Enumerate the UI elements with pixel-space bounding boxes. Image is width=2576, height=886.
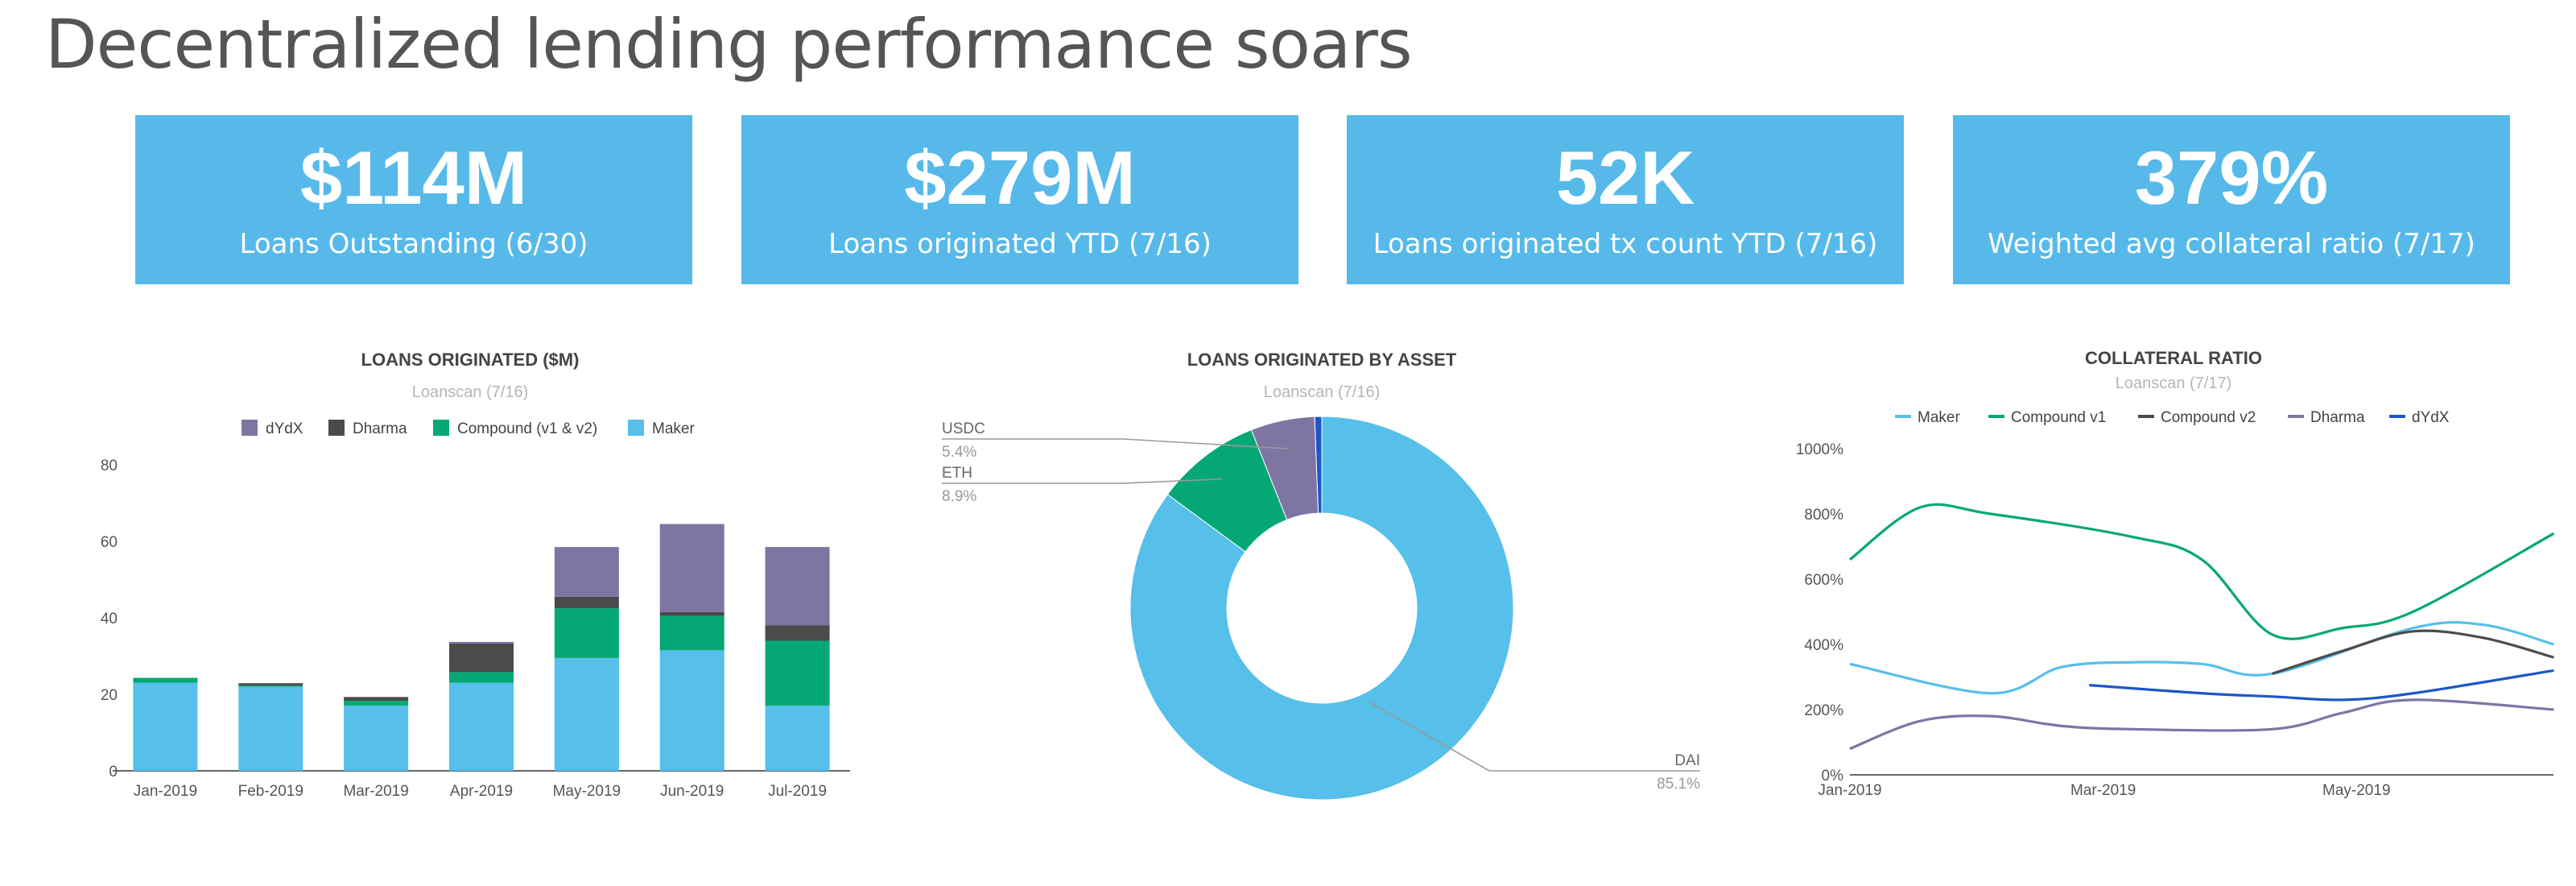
bar-maker-jul-2019 <box>765 706 830 771</box>
legend-label-dharma: Dharma <box>353 420 407 437</box>
pie-label-eth: ETH <box>942 465 972 482</box>
y-tick-label: 800% <box>1804 507 1843 524</box>
bar-compound-v1-v2-may-2019 <box>554 608 619 658</box>
bar-maker-mar-2019 <box>344 706 409 771</box>
kpi-card-tx-count: 52K Loans originated tx count YTD (7/16) <box>1347 115 1904 284</box>
line-compound-v2 <box>2272 629 2554 675</box>
kpi-value: $114M <box>299 135 528 220</box>
y-tick-label: 0 <box>109 764 118 780</box>
pie-slice-dai <box>1129 416 1514 801</box>
pie-pct-eth: 8.9% <box>942 488 976 505</box>
x-tick-label: Mar-2019 <box>2070 782 2136 799</box>
legend-label-compound-v1-v2: Compound (v1 & v2) <box>457 420 597 437</box>
bar-compound-v1-v2-mar-2019 <box>344 701 409 706</box>
bar-compound-v1-v2-jul-2019 <box>765 640 830 706</box>
legend-swatch-dydx <box>242 420 258 436</box>
line-maker <box>1849 621 2554 695</box>
line-compound-v1 <box>1849 503 2555 640</box>
kpi-card-loans-originated: $279M Loans originated YTD (7/16) <box>741 115 1298 284</box>
pie-leader-usdc <box>942 438 1289 449</box>
y-tick-label: 200% <box>1804 702 1843 719</box>
page-title: Decentralized lending performance soars <box>45 5 1413 84</box>
line-dydx <box>2089 669 2554 702</box>
y-tick-label: 600% <box>1804 572 1843 589</box>
y-tick-label: 60 <box>101 534 118 551</box>
pie-pct-usdc: 5.4% <box>942 444 976 461</box>
legend-swatch-dharma <box>328 420 345 436</box>
y-tick-label: 0% <box>1822 768 1844 785</box>
x-tick-label: Jun-2019 <box>660 783 724 800</box>
legend-swatch-compound-v1-v2 <box>433 420 449 436</box>
pie-chart-subtitle: Loanscan (7/16) <box>1264 383 1381 401</box>
bar-maker-feb-2019 <box>238 686 303 771</box>
legend-label-dydx: dYdX <box>266 420 303 437</box>
legend-label-dharma: Dharma <box>2310 409 2365 426</box>
bar-dharma-feb-2019 <box>238 683 303 686</box>
x-tick-label: May-2019 <box>553 783 621 800</box>
y-tick-label: 80 <box>101 457 118 474</box>
bar-dydx-jun-2019 <box>659 524 724 612</box>
legend-label-compound-v1: Compound v1 <box>2011 409 2106 426</box>
pie-label-usdc: USDC <box>942 420 985 437</box>
kpi-value: 379% <box>2134 135 2329 220</box>
bar-dharma-jun-2019 <box>659 611 724 616</box>
y-tick-label: 1000% <box>1796 441 1843 458</box>
bar-dydx-apr-2019 <box>449 641 514 644</box>
bar-compound-v1-v2-apr-2019 <box>449 672 514 683</box>
legend-label-compound-v2: Compound v2 <box>2161 409 2256 426</box>
legend-swatch-maker <box>628 420 644 436</box>
x-tick-label: Jul-2019 <box>768 783 827 800</box>
kpi-label: Weighted avg collateral ratio (7/17) <box>1988 228 2475 260</box>
kpi-label: Loans Outstanding (6/30) <box>239 228 588 260</box>
pie-chart-title: LOANS ORIGINATED BY ASSET <box>1187 350 1457 370</box>
pie-leader-dai <box>1368 702 1700 772</box>
pie-slice-usdc <box>1250 416 1319 520</box>
x-tick-label: Mar-2019 <box>343 783 408 800</box>
kpi-label: Loans originated tx count YTD (7/16) <box>1373 228 1878 260</box>
x-tick-label: May-2019 <box>2322 782 2391 799</box>
bar-maker-apr-2019 <box>449 682 514 771</box>
pie-leader-eth <box>942 478 1223 484</box>
kpi-label: Loans originated YTD (7/16) <box>828 228 1212 260</box>
bar-dharma-apr-2019 <box>449 643 514 673</box>
legend-label-dydx: dYdX <box>2412 409 2450 426</box>
x-tick-label: Jan-2019 <box>134 783 197 800</box>
bar-dharma-may-2019 <box>554 596 619 609</box>
x-tick-label: Jan-2019 <box>1818 782 1881 799</box>
legend-label-maker: Maker <box>1918 409 1960 426</box>
kpi-value: 52K <box>1555 135 1695 220</box>
y-tick-label: 40 <box>101 611 118 627</box>
bar-maker-jun-2019 <box>659 650 724 771</box>
x-tick-label: Feb-2019 <box>238 783 303 800</box>
pie-label-dai: DAI <box>1674 752 1700 769</box>
line-dharma <box>1849 698 2554 751</box>
bar-dydx-may-2019 <box>554 547 619 597</box>
bar-maker-may-2019 <box>554 657 619 771</box>
bar-compound-v1-v2-jun-2019 <box>659 615 724 651</box>
bar-maker-jan-2019 <box>133 682 198 771</box>
bar-chart-title: LOANS ORIGINATED ($M) <box>361 350 580 370</box>
x-tick-label: Apr-2019 <box>450 783 513 800</box>
y-tick-label: 20 <box>101 687 118 704</box>
kpi-value: $279M <box>904 135 1136 220</box>
legend-label-maker: Maker <box>652 420 695 437</box>
line-chart-subtitle: Loanscan (7/17) <box>2116 375 2232 392</box>
bar-chart-subtitle: Loanscan (7/16) <box>412 383 529 401</box>
kpi-card-collateral-ratio: 379% Weighted avg collateral ratio (7/17… <box>1953 115 2510 284</box>
kpi-card-loans-outstanding: $114M Loans Outstanding (6/30) <box>135 115 692 284</box>
pie-pct-dai: 85.1% <box>1657 776 1700 793</box>
bar-dharma-mar-2019 <box>344 697 409 702</box>
bar-dydx-jul-2019 <box>765 547 830 626</box>
bar-compound-v1-v2-jan-2019 <box>133 677 198 683</box>
line-chart-title: COLLATERAL RATIO <box>2085 348 2262 368</box>
y-tick-label: 400% <box>1804 637 1843 654</box>
bar-dharma-jul-2019 <box>765 625 830 641</box>
pie-slice-eth <box>1166 429 1288 553</box>
bar-compound-v1-v2-feb-2019 <box>238 685 303 687</box>
